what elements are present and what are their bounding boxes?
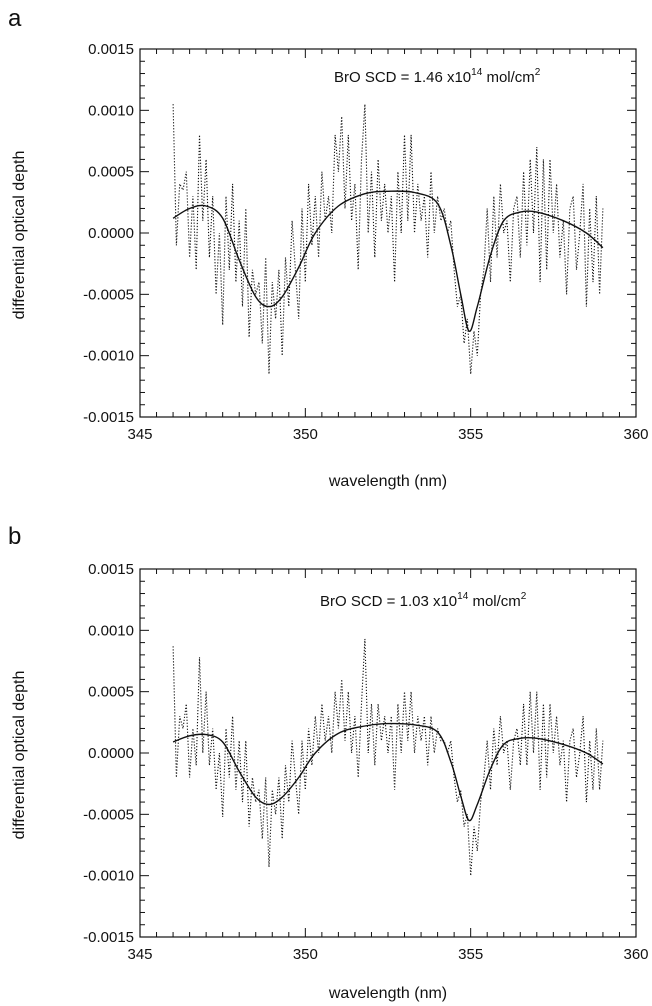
panel-a-letter: a [8,5,22,32]
panel-b-letter: b [8,523,21,550]
panel-a-y-tick-label: 0.0000 [88,225,134,242]
panel-b-fit-series [172,722,604,822]
panel-b-annotation-main: BrO SCD = 1.03 x10 [320,593,457,610]
panel-b-x-tick-label: 360 [623,946,648,963]
panel-a-y-axis-title: differential optical depth [11,151,28,320]
panel-a: a 345 350 355 360 -0.0015 -0.0010 -0.0005 0.000… [8,5,649,490]
panel-a-x-tick-label: 360 [623,426,648,443]
panel-a-plot: 345 350 355 360 -0.0015 -0.0010 -0.0005 0.0000 0… [83,41,648,443]
panel-b-x-tick-label: 345 [127,946,152,963]
panel-a-annotation-unit: mol/cm [482,69,535,86]
panel-b: b 345 350 355 360 -0.0015 -0.0010 -0.0005 0.000… [8,523,649,1002]
panel-b-y-tick-label: -0.0015 [83,929,134,946]
panel-a-annotation-exp: 14 [471,67,483,78]
panel-b-x-tick-label: 350 [293,946,318,963]
panel-b-y-tick-label: 0.0000 [88,745,134,762]
panel-a-annotation-unit-exp: 2 [535,67,541,78]
panel-a-y-tick-label: -0.0005 [83,286,134,303]
panel-b-y-tick-label: 0.0015 [88,561,134,578]
panel-a-y-tick-label: -0.0010 [83,348,134,365]
panel-a-annotation-main: BrO SCD = 1.46 x10 [334,69,471,86]
panel-b-x-tick-label: 355 [458,946,483,963]
panel-b-y-tick-label: -0.0005 [83,806,134,823]
panel-a-x-tick-label: 350 [293,426,318,443]
panel-a-annotation: BrO SCD = 1.46 x1014 mol/cm2 [334,67,541,86]
panel-a-x-axis-title: wavelength (nm) [328,473,447,490]
panel-b-annotation-exp: 14 [457,591,469,602]
panel-b-y-tick-label: 0.0010 [88,622,134,639]
panel-a-x-tick-label: 345 [127,426,152,443]
panel-a-y-tick-label: 0.0005 [88,164,134,181]
panel-b-y-tick-label: 0.0005 [88,684,134,701]
panel-b-y-tick-label: -0.0010 [83,868,134,885]
panel-a-x-tick-label: 355 [458,426,483,443]
panel-b-y-axis-title: differential optical depth [11,671,28,840]
panel-a-y-tick-label: 0.0010 [88,102,134,119]
panel-b-annotation: BrO SCD = 1.03 x1014 mol/cm2 [320,591,527,610]
panel-b-annotation-unit-exp: 2 [521,591,527,602]
panel-b-plot: 345 350 355 360 -0.0015 -0.0010 -0.0005 0.0000 0… [83,561,648,963]
panel-a-fit-series [172,190,604,332]
panel-b-annotation-unit: mol/cm [468,593,521,610]
panel-a-y-tick-label: -0.0015 [83,409,134,426]
panel-b-x-axis-title: wavelength (nm) [328,985,447,1002]
panel-b-measured-series [172,638,604,876]
panel-a-measured-series [172,104,604,375]
panel-a-y-tick-label: 0.0015 [88,41,134,58]
